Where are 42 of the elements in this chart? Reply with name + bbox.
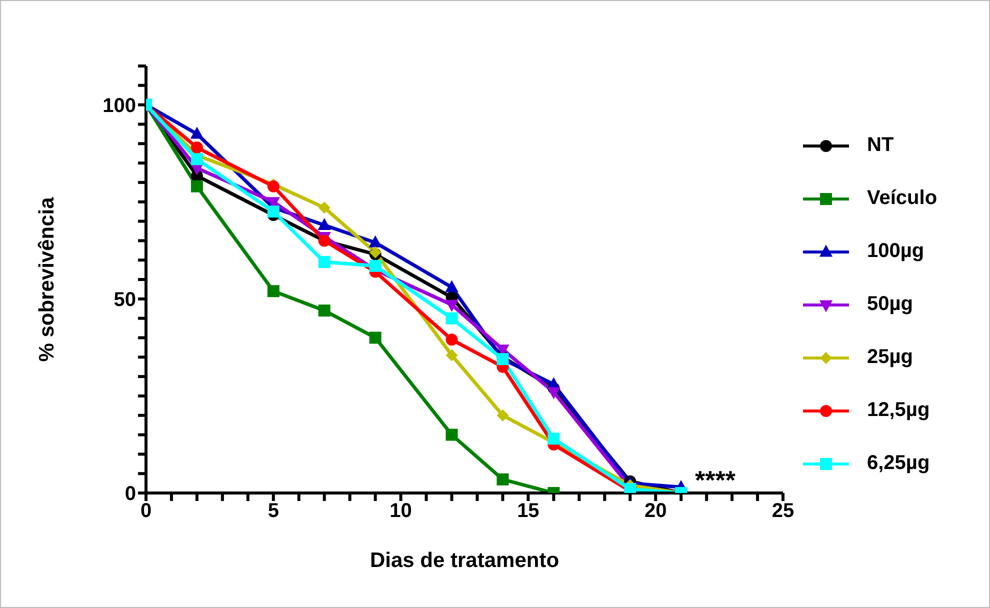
point xyxy=(496,473,509,486)
x-tick-label: 10 xyxy=(390,500,412,522)
point xyxy=(318,218,331,230)
point xyxy=(446,428,458,441)
x-tick-label: 20 xyxy=(644,500,667,522)
y-axis-title: % sobrevivência xyxy=(35,196,58,362)
x-axis-title: Dias de tratamento xyxy=(370,549,560,572)
legend-label: 50µg xyxy=(867,293,913,316)
point xyxy=(446,312,458,324)
point xyxy=(369,260,382,272)
point xyxy=(318,304,330,317)
legend-label: 12,5µg xyxy=(867,399,930,422)
point xyxy=(548,432,560,445)
point xyxy=(190,180,203,192)
point xyxy=(547,387,560,400)
legend-label: Veículo xyxy=(867,187,938,210)
y-tick-label: 0 xyxy=(124,483,136,506)
point xyxy=(318,256,330,268)
x-tick-label: 0 xyxy=(140,500,152,522)
x-tick-label: 5 xyxy=(268,500,279,522)
point xyxy=(369,332,382,344)
x-tick-label: 25 xyxy=(772,500,794,522)
legend-label: NT xyxy=(867,134,894,157)
legend-label: 25µg xyxy=(867,346,913,369)
point xyxy=(368,235,382,248)
y-tick-label: 100 xyxy=(102,94,136,117)
point xyxy=(446,334,458,346)
legend-label: 100µg xyxy=(867,240,924,263)
point xyxy=(267,285,280,298)
annotation: **** xyxy=(695,465,736,495)
point xyxy=(267,206,280,218)
point xyxy=(445,300,458,312)
point xyxy=(318,202,330,214)
point xyxy=(446,349,458,362)
y-tick-label: 50 xyxy=(114,289,136,312)
point xyxy=(190,142,203,154)
x-tick-label: 15 xyxy=(517,500,540,522)
point xyxy=(190,153,203,166)
point xyxy=(496,409,509,422)
point xyxy=(445,280,458,292)
point xyxy=(190,126,204,139)
legend-label: 6,25µg xyxy=(867,452,930,475)
